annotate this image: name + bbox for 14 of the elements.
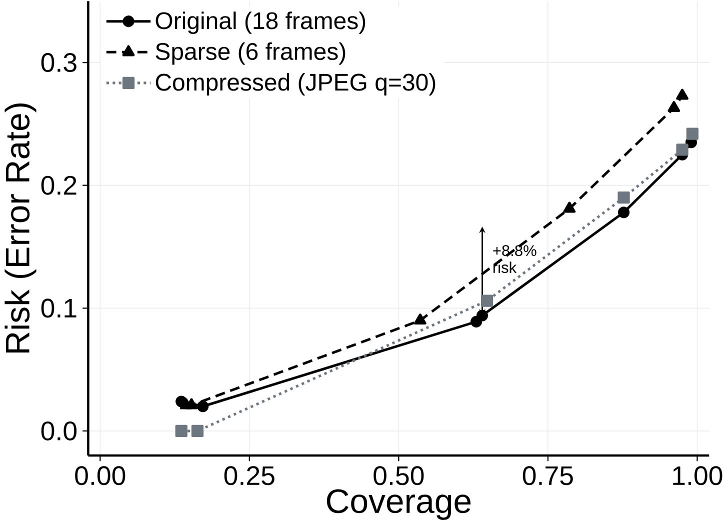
x-tick-label: 1.00 (673, 466, 722, 486)
x-axis-title: Coverage (326, 489, 471, 520)
legend-label: Compressed (JPEG q=30) (156, 73, 436, 96)
legend-label: Sparse (6 frames) (156, 42, 346, 65)
x-tick-label: 0.50 (374, 466, 424, 486)
y-tick-label: 0.2 (41, 176, 76, 196)
x-tick-label: 0.00 (75, 466, 126, 486)
y-tick-label: 0.0 (41, 422, 77, 441)
legend-label: Original (18 frames) (156, 12, 366, 34)
y-tick-label: 0.1 (41, 298, 76, 318)
y-axis-title: Risk (Error Rate) (4, 104, 36, 353)
x-tick-label: 0.75 (522, 466, 573, 486)
y-tick-label: 0.3 (41, 53, 76, 72)
x-tick-label: 0.25 (224, 466, 274, 486)
